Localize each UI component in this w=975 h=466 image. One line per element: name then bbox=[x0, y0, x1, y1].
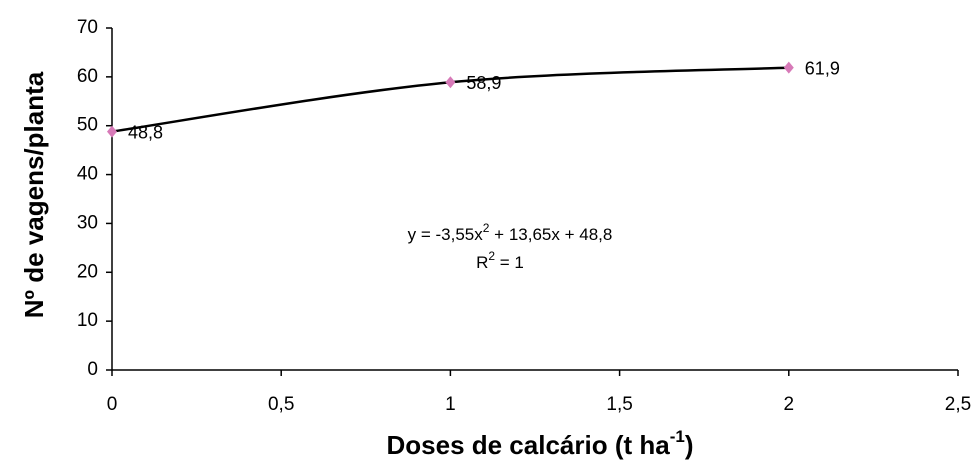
eq-part: + 13,65x + 48,8 bbox=[489, 225, 612, 244]
y-tick-label: 40 bbox=[77, 164, 98, 185]
value-label: 58,9 bbox=[466, 73, 501, 93]
y-tick-label: 50 bbox=[77, 115, 98, 136]
point bbox=[107, 125, 117, 138]
y-tick-label: 10 bbox=[77, 310, 98, 331]
y-tick-label: 60 bbox=[77, 66, 98, 87]
x-title-part: Doses de calcário (t ha bbox=[386, 430, 670, 460]
x-title-sup: -1 bbox=[670, 427, 685, 446]
y-tick-label: 20 bbox=[77, 261, 98, 282]
y-tick-label: 0 bbox=[87, 359, 98, 380]
value-label: 61,9 bbox=[805, 58, 840, 78]
x-axis-title: Doses de calcário (t ha-1) bbox=[386, 427, 693, 460]
y-tick-label: 30 bbox=[77, 212, 98, 233]
r2-part: R bbox=[476, 253, 488, 272]
equation: y = -3,55x2 + 13,65x + 48,8 bbox=[408, 221, 613, 244]
x-tick-label: 1 bbox=[445, 394, 456, 415]
point bbox=[445, 76, 456, 89]
x-tick-label: 2,5 bbox=[945, 394, 971, 415]
x-tick-label: 0 bbox=[107, 394, 118, 415]
eq-part: y = -3,55x bbox=[408, 225, 484, 244]
r-squared: R2 = 1 bbox=[476, 249, 524, 272]
value-label: 48,8 bbox=[128, 122, 163, 142]
point bbox=[783, 61, 794, 74]
x-tick-label: 1,5 bbox=[606, 394, 632, 415]
eq-sup: 2 bbox=[483, 221, 490, 235]
x-tick-label: 2 bbox=[784, 394, 795, 415]
x-title-part: ) bbox=[685, 430, 694, 460]
x-tick-label: 0,5 bbox=[268, 394, 294, 415]
r2-part: = 1 bbox=[495, 253, 524, 272]
y-tick-label: 70 bbox=[77, 17, 98, 38]
r2-sup: 2 bbox=[488, 249, 495, 263]
y-axis-title: Nº de vagens/planta bbox=[19, 71, 49, 318]
